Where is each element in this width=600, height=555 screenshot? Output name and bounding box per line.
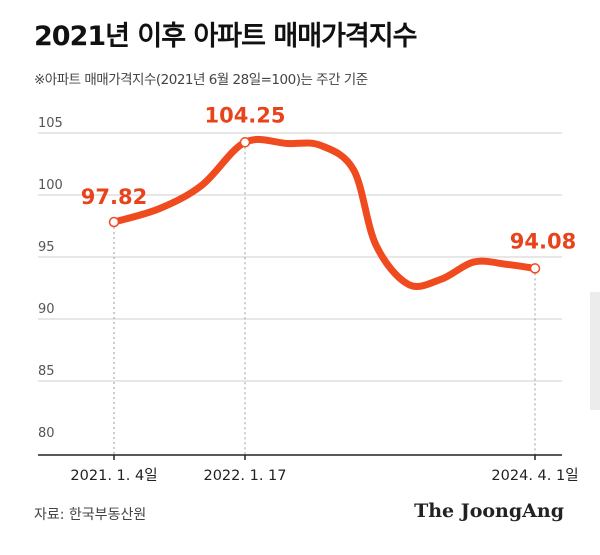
data-labels: 97.82 104.25 94.08 <box>81 103 576 253</box>
y-tick-label: 105 <box>38 116 63 131</box>
chart-subtitle: ※아파트 매매가격지수(2021년 6월 28일=100)는 주간 기준 <box>34 72 368 88</box>
publisher-logo: The JoongAng <box>414 500 564 522</box>
chart-title: 2021년 이후 아파트 매매가격지수 <box>34 21 417 52</box>
guide-lines <box>113 142 536 455</box>
data-marker <box>239 137 251 148</box>
y-tick-label: 80 <box>38 426 55 441</box>
data-label: 97.82 <box>81 185 147 209</box>
source-note: 자료: 한국부동산원 <box>34 507 147 523</box>
data-label: 104.25 <box>204 103 285 127</box>
x-tick-label: 2021. 1. 4일 <box>70 467 157 484</box>
x-tick-label: 2024. 4. 1일 <box>491 467 578 484</box>
x-axis: 2021. 1. 4일 2022. 1. 17 2024. 4. 1일 <box>38 454 579 484</box>
side-fragment <box>590 292 600 410</box>
markers <box>108 137 541 274</box>
y-tick-label: 100 <box>38 178 63 193</box>
data-marker <box>529 263 541 274</box>
y-tick-label: 85 <box>38 364 55 379</box>
grid <box>38 132 562 382</box>
y-tick-label: 95 <box>38 240 55 255</box>
series-line <box>110 136 539 290</box>
data-marker <box>108 216 120 228</box>
x-tick-label: 2022. 1. 17 <box>203 468 286 484</box>
y-tick-labels: 80 85 90 95 100 105 <box>38 116 63 441</box>
data-label: 94.08 <box>510 229 576 253</box>
y-tick-label: 90 <box>38 302 55 317</box>
